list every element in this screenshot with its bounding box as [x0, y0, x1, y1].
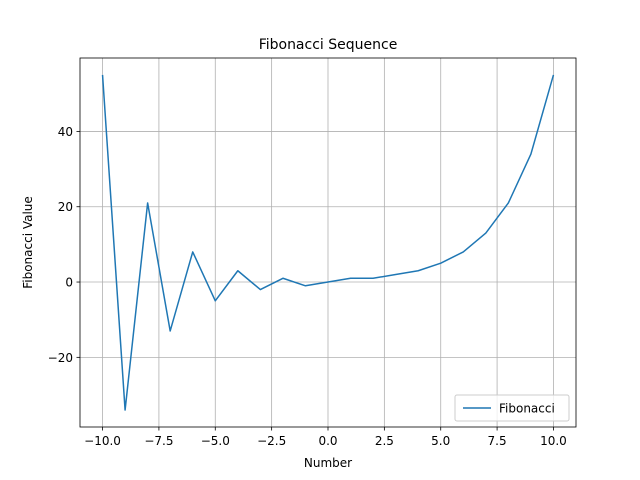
y-tick-label: 20 [58, 200, 73, 214]
x-tick-label: 5.0 [431, 434, 450, 448]
y-tick-label: 40 [58, 125, 73, 139]
legend-label-fibonacci: Fibonacci [499, 402, 555, 416]
legend: Fibonacci [454, 394, 570, 422]
series-layer [101, 74, 555, 411]
x-tick-label: 10.0 [540, 434, 567, 448]
x-axis-ticks: −10.0 −7.5 −5.0 −2.5 0.0 2.5 5.0 7.5 10.0 [84, 427, 567, 448]
chart-title: Fibonacci Sequence [259, 37, 398, 53]
x-axis-label: Number [304, 456, 352, 470]
y-axis-label: Fibonacci Value [21, 196, 35, 289]
y-axis-ticks: −20 0 20 40 [48, 125, 80, 365]
y-tick-label: −20 [48, 351, 73, 365]
legend-box [454, 394, 570, 422]
x-tick-label: −10.0 [84, 434, 121, 448]
x-tick-label: 2.5 [375, 434, 394, 448]
series-line-fibonacci [101, 74, 555, 411]
x-tick-label: 0.0 [318, 434, 337, 448]
grid-lines [80, 58, 576, 427]
x-tick-label: 7.5 [488, 434, 507, 448]
x-tick-label: −7.5 [144, 434, 173, 448]
x-tick-label: −2.5 [257, 434, 286, 448]
y-tick-label: 0 [65, 276, 73, 290]
x-tick-label: −5.0 [201, 434, 230, 448]
